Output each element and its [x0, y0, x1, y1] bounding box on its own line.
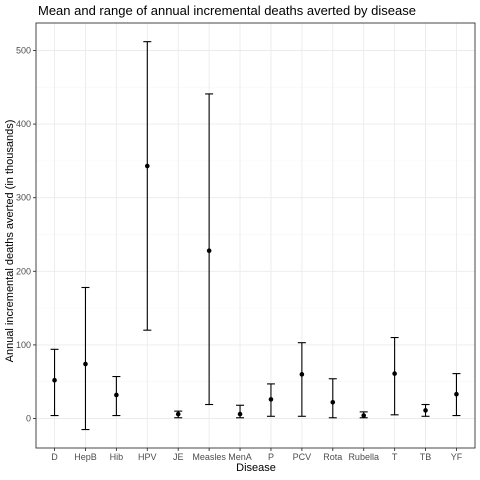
point-yf — [454, 392, 459, 397]
point-rota — [330, 400, 335, 405]
grid — [36, 23, 475, 448]
y-tick-label: 200 — [16, 266, 31, 276]
x-tick-label: JE — [173, 452, 184, 462]
y-axis: 0 100 200 300 400 500 — [16, 46, 36, 424]
y-tick-label: 500 — [16, 46, 31, 56]
x-axis-title: Disease — [236, 462, 276, 474]
point-p — [269, 397, 274, 402]
x-tick-label: MenA — [228, 452, 252, 462]
y-tick-label: 0 — [26, 414, 31, 424]
point-pcv — [300, 372, 305, 377]
point-hib — [114, 393, 119, 398]
y-tick-label: 300 — [16, 193, 31, 203]
x-axis: D HepB Hib HPV JE Measles MenA P PCV Rota Rubella T… — [51, 448, 462, 462]
point-hepb — [83, 362, 88, 367]
point-d — [52, 378, 57, 383]
x-tick-label: Hib — [110, 452, 124, 462]
point-tb — [423, 408, 428, 413]
x-tick-label: Measles — [192, 452, 226, 462]
point-hpv — [145, 164, 150, 169]
x-tick-label: Rubella — [348, 452, 379, 462]
panel-background — [36, 23, 475, 448]
x-tick-label: Rota — [323, 452, 342, 462]
point-t — [392, 371, 397, 376]
x-tick-label: YF — [451, 452, 463, 462]
chart-title: Mean and range of annual incremental dea… — [38, 3, 416, 18]
x-tick-label: T — [392, 452, 398, 462]
point-rubella — [361, 413, 366, 418]
x-tick-label: HPV — [138, 452, 157, 462]
point-measles — [207, 248, 212, 253]
point-mena — [238, 412, 243, 417]
x-tick-label: TB — [420, 452, 432, 462]
x-tick-label: PCV — [293, 452, 312, 462]
x-tick-label: P — [268, 452, 274, 462]
x-tick-label: HepB — [74, 452, 97, 462]
x-tick-label: D — [51, 452, 58, 462]
y-tick-label: 100 — [16, 340, 31, 350]
y-axis-title: Annual incremental deaths averted (in th… — [4, 120, 16, 363]
point-je — [176, 412, 181, 417]
y-tick-label: 400 — [16, 119, 31, 129]
